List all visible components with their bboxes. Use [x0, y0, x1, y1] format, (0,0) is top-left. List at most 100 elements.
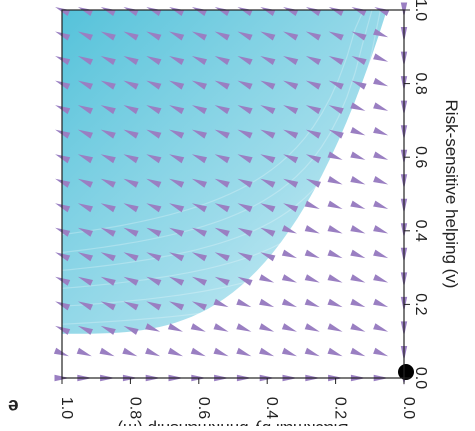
field-arrow: [55, 80, 71, 90]
field-arrow: [283, 7, 299, 16]
field-arrow: [55, 203, 71, 213]
field-arrow: [350, 151, 366, 160]
field-arrow: [55, 56, 71, 65]
field-arrow: [237, 154, 253, 164]
field-arrow: [77, 252, 93, 262]
field-arrow: [190, 347, 206, 357]
field-arrow: [100, 80, 116, 90]
v-tick-label: 0.4: [412, 220, 429, 242]
field-arrow: [146, 227, 162, 237]
field-arrow: [283, 129, 299, 139]
field-arrow: [169, 301, 185, 311]
field-arrow: [327, 151, 343, 160]
field-arrow: [214, 154, 230, 164]
m-tick-label: 0.0: [400, 397, 417, 419]
field-arrow: [191, 154, 207, 164]
field-arrow: [146, 31, 162, 41]
field-arrow: [260, 80, 276, 90]
field-arrow: [123, 31, 139, 41]
m-tick-label: 0.4: [263, 397, 280, 419]
field-arrow: [169, 276, 185, 286]
field-arrow: [169, 7, 185, 16]
field-arrow: [77, 325, 93, 335]
field-arrow: [304, 249, 320, 259]
field-arrow: [100, 227, 116, 237]
field-arrow: [55, 154, 71, 164]
field-arrow: [350, 200, 366, 209]
field-arrow: [123, 7, 139, 16]
field-arrow: [145, 323, 161, 332]
v-tick-label: 1.0: [412, 0, 429, 21]
field-arrow: [123, 56, 139, 65]
field-arrow: [146, 178, 162, 188]
field-arrow: [146, 154, 162, 164]
field-arrow: [214, 203, 230, 213]
field-arrow: [191, 7, 207, 16]
trajectory-curve: [61, 81, 398, 325]
field-arrow: [55, 129, 71, 139]
trajectory-curve: [61, 9, 398, 289]
field-arrow: [100, 129, 116, 139]
field-arrow: [99, 347, 115, 357]
field-arrow: [260, 178, 276, 188]
field-arrow: [305, 129, 321, 139]
field-arrow: [327, 298, 343, 308]
field-arrow: [77, 154, 93, 164]
trajectory-curve: [61, 9, 398, 307]
field-arrow: [351, 31, 367, 41]
v-tick-label: 0.2: [412, 293, 429, 315]
field-arrow: [100, 325, 116, 335]
field-arrow: [77, 203, 93, 213]
field-arrow: [169, 129, 185, 139]
field-arrow: [373, 200, 389, 209]
field-arrow: [328, 105, 344, 115]
field-arrow: [373, 274, 389, 283]
field-arrow: [236, 323, 252, 332]
field-arrow: [122, 347, 138, 357]
field-arrow: [55, 301, 71, 311]
field-arrow: [236, 347, 252, 357]
field-arrow: [146, 56, 162, 65]
field-arrow: [260, 31, 276, 41]
field-arrow: [305, 105, 321, 115]
field-arrow: [350, 127, 366, 136]
field-arrow: [350, 102, 366, 111]
field-arrow: [167, 323, 183, 332]
field-arrow: [100, 7, 116, 16]
field-arrow: [373, 323, 389, 332]
v-tick-label: 0.6: [412, 146, 429, 168]
field-arrow: [123, 301, 139, 311]
field-arrow: [327, 347, 343, 357]
field-arrow: [305, 56, 321, 65]
field-arrow: [169, 80, 185, 90]
field-arrow: [123, 203, 139, 213]
field-arrow: [283, 80, 299, 90]
field-arrow: [328, 7, 344, 16]
field-arrow: [214, 227, 230, 237]
field-arrow: [283, 56, 299, 65]
field-arrow: [100, 154, 116, 164]
field-arrow: [191, 129, 207, 139]
field-arrow: [145, 347, 161, 357]
field-arrow: [281, 274, 297, 283]
field-arrow: [327, 176, 343, 185]
field-arrow: [260, 203, 276, 213]
field-arrow: [350, 176, 366, 185]
field-arrow: [213, 298, 229, 308]
field-arrow: [237, 56, 253, 65]
field-arrow: [191, 31, 207, 41]
field-arrow: [191, 80, 207, 90]
field-arrow: [328, 56, 344, 65]
m-tick-label: 0.8: [126, 397, 143, 419]
field-arrow: [100, 105, 116, 115]
field-arrow: [123, 129, 139, 139]
field-arrow: [77, 129, 93, 139]
field-arrow: [100, 56, 116, 65]
field-arrow: [146, 276, 162, 286]
field-arrow: [260, 129, 276, 139]
field-arrow: [123, 276, 139, 286]
field-arrow: [77, 105, 93, 115]
field-arrow: [169, 227, 185, 237]
field-arrow: [169, 178, 185, 188]
field-arrow: [281, 225, 297, 234]
